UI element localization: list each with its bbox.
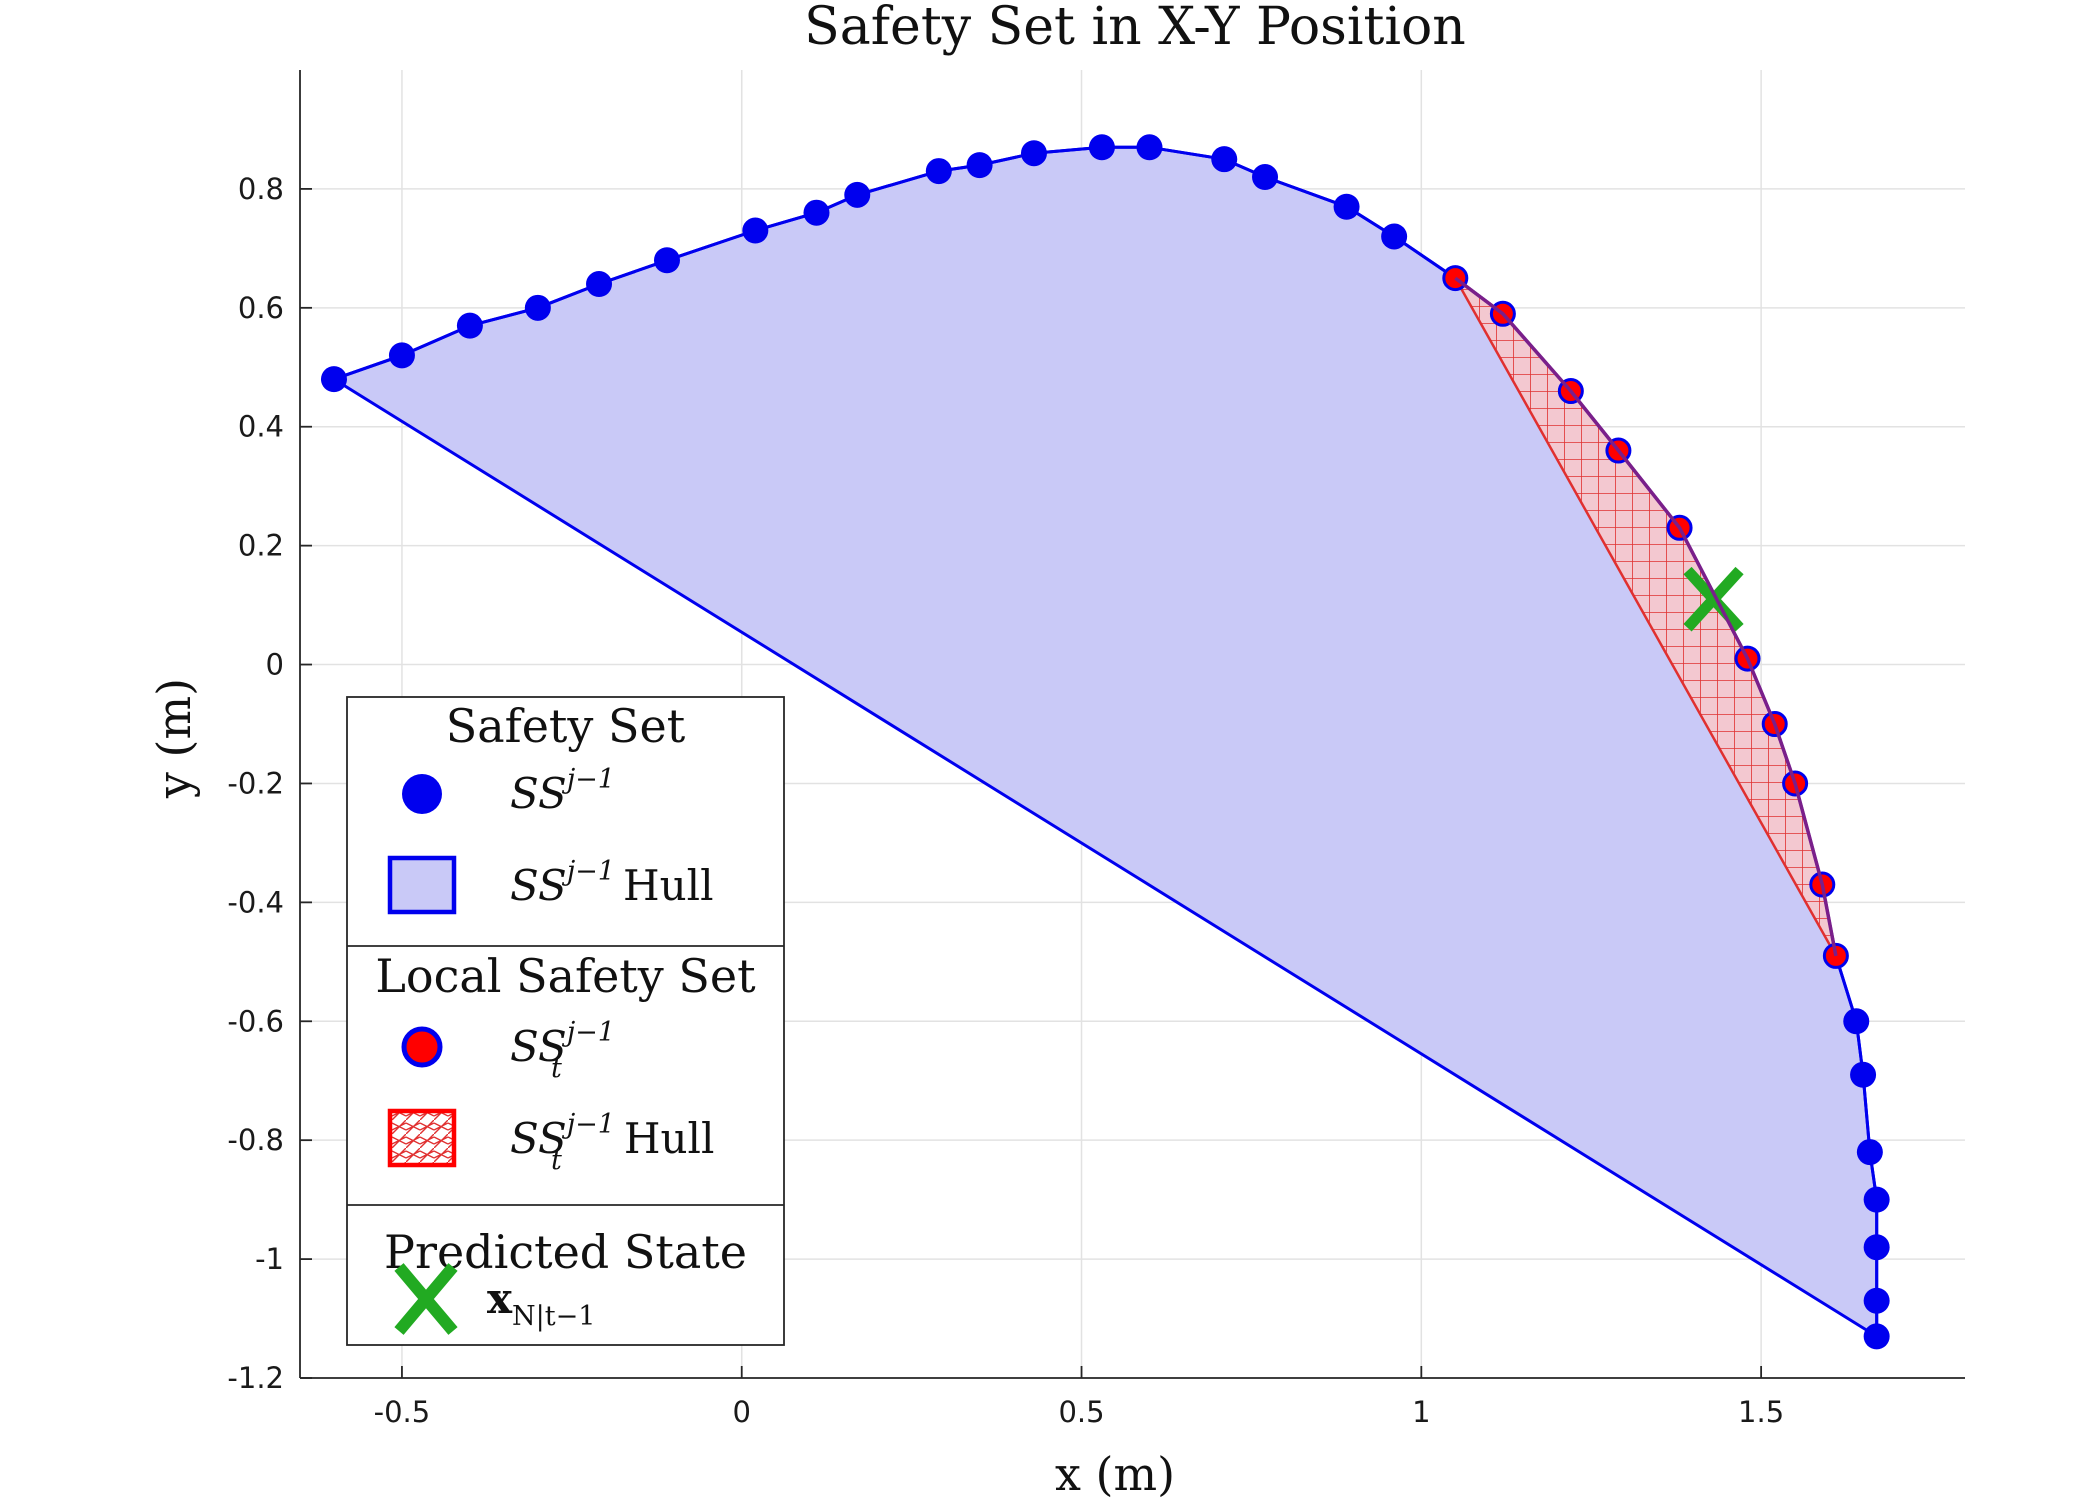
safety-set-point	[388, 342, 415, 369]
legend-label-sub: t	[551, 1053, 562, 1084]
x-tick-label: 1	[1412, 1395, 1430, 1429]
legend-label-base: SS	[510, 769, 567, 818]
legend-group-heading: Safety Set	[446, 699, 686, 753]
y-tick-label: 0	[266, 648, 284, 682]
legend-entry-label: SSj−1 Hull	[510, 856, 714, 910]
x-tick-label: -0.5	[374, 1395, 431, 1429]
legend-label-base: SS	[510, 1022, 567, 1071]
safety-set-point	[586, 271, 613, 298]
legend-entry-label: SSj−1 t Hull	[510, 1109, 714, 1176]
safety-set-point	[1381, 223, 1408, 250]
safety-set-point	[1333, 193, 1360, 220]
legend-entry-label: SSj−1	[510, 764, 615, 818]
legend-label-sup: j−1	[562, 1109, 615, 1140]
legend-local-hull-swatch	[387, 1108, 457, 1168]
safety-set-point	[320, 366, 347, 393]
safety-set-point	[844, 181, 871, 208]
legend-box	[346, 696, 785, 1346]
y-tick-label: -0.2	[227, 766, 284, 800]
legend-label-sup: j−1	[562, 856, 615, 887]
y-tick-label: -0.8	[227, 1123, 284, 1157]
local-safety-set-edge	[1454, 276, 1838, 957]
legend-entry-label: xN|t−1	[487, 1274, 595, 1332]
safety-set-point	[1863, 1323, 1890, 1350]
x-tick-label: 0	[733, 1395, 751, 1429]
legend-safety-set-marker	[402, 774, 442, 814]
legend-entry-label: SSj−1 t	[510, 1017, 615, 1084]
y-tick-label: -1	[255, 1242, 284, 1276]
legend-label-suffix: Hull	[624, 1114, 715, 1163]
legend-label-base: SS	[510, 861, 567, 910]
legend-label-sub: N|t−1	[512, 1301, 595, 1332]
safety-set-point	[925, 158, 952, 185]
safety-set-point	[1211, 146, 1238, 173]
y-tick-label: -0.4	[227, 885, 284, 919]
safety-set-point	[966, 152, 993, 179]
x-tick-label: 1.5	[1738, 1395, 1784, 1429]
predicted-x-stroke	[1683, 566, 1744, 632]
safety-set-point	[1843, 1008, 1870, 1035]
safety-set-point	[1020, 140, 1047, 167]
predicted-state-marker	[1683, 566, 1744, 632]
x-tick-label: 0.5	[1058, 1395, 1104, 1429]
legend-group-heading: Local Safety Set	[375, 949, 756, 1003]
safety-set-point	[456, 312, 483, 339]
safety-set-point	[742, 217, 769, 244]
safety-set-point	[1850, 1061, 1877, 1088]
safety-set-point	[653, 247, 680, 274]
safety-set-points	[320, 134, 1890, 1350]
y-axis-label: y (m)	[147, 678, 201, 799]
safety-set-point	[1863, 1186, 1890, 1213]
legend-safety-set-hull-swatch	[387, 855, 457, 915]
y-tick-label: -1.2	[227, 1361, 284, 1395]
legend-label-sub: t	[551, 1145, 562, 1176]
y-tick-label: -0.6	[227, 1004, 284, 1038]
y-tick-label: 0.6	[238, 291, 284, 325]
safety-set-point	[524, 294, 551, 321]
legend-local-safety-set-marker	[401, 1026, 443, 1068]
legend-label-base: SS	[510, 1114, 567, 1163]
legend-label-sup: j−1	[562, 764, 615, 795]
legend-label-base: x	[487, 1274, 513, 1323]
legend-label-suffix: Hull	[623, 861, 714, 910]
safety-set-point	[1863, 1287, 1890, 1314]
y-tick-label: 0.4	[238, 410, 284, 444]
legend-label-sup: j−1	[562, 1017, 615, 1048]
y-tick-label: 0.2	[238, 529, 284, 563]
safety-set-point	[1856, 1139, 1883, 1166]
legend-predicted-x-stroke	[394, 1263, 458, 1335]
legend-group-heading: Predicted State	[384, 1225, 747, 1279]
axes: -0.5 0 0.5 1 1.5 -1.2 -1 -0.8 -0.6 -0.4 -0.2 0 0.2 0.…	[227, 70, 1965, 1429]
x-axis-label: x (m)	[1055, 1447, 1175, 1500]
safety-set-point	[1136, 134, 1163, 161]
safety-set-point	[1863, 1234, 1890, 1261]
safety-set-point	[803, 199, 830, 226]
y-tick-label: 0.8	[238, 172, 284, 206]
chart-title: Safety Set in X-Y Position	[804, 0, 1466, 57]
safety-set-point	[1252, 164, 1279, 191]
safety-set-point	[1088, 134, 1115, 161]
